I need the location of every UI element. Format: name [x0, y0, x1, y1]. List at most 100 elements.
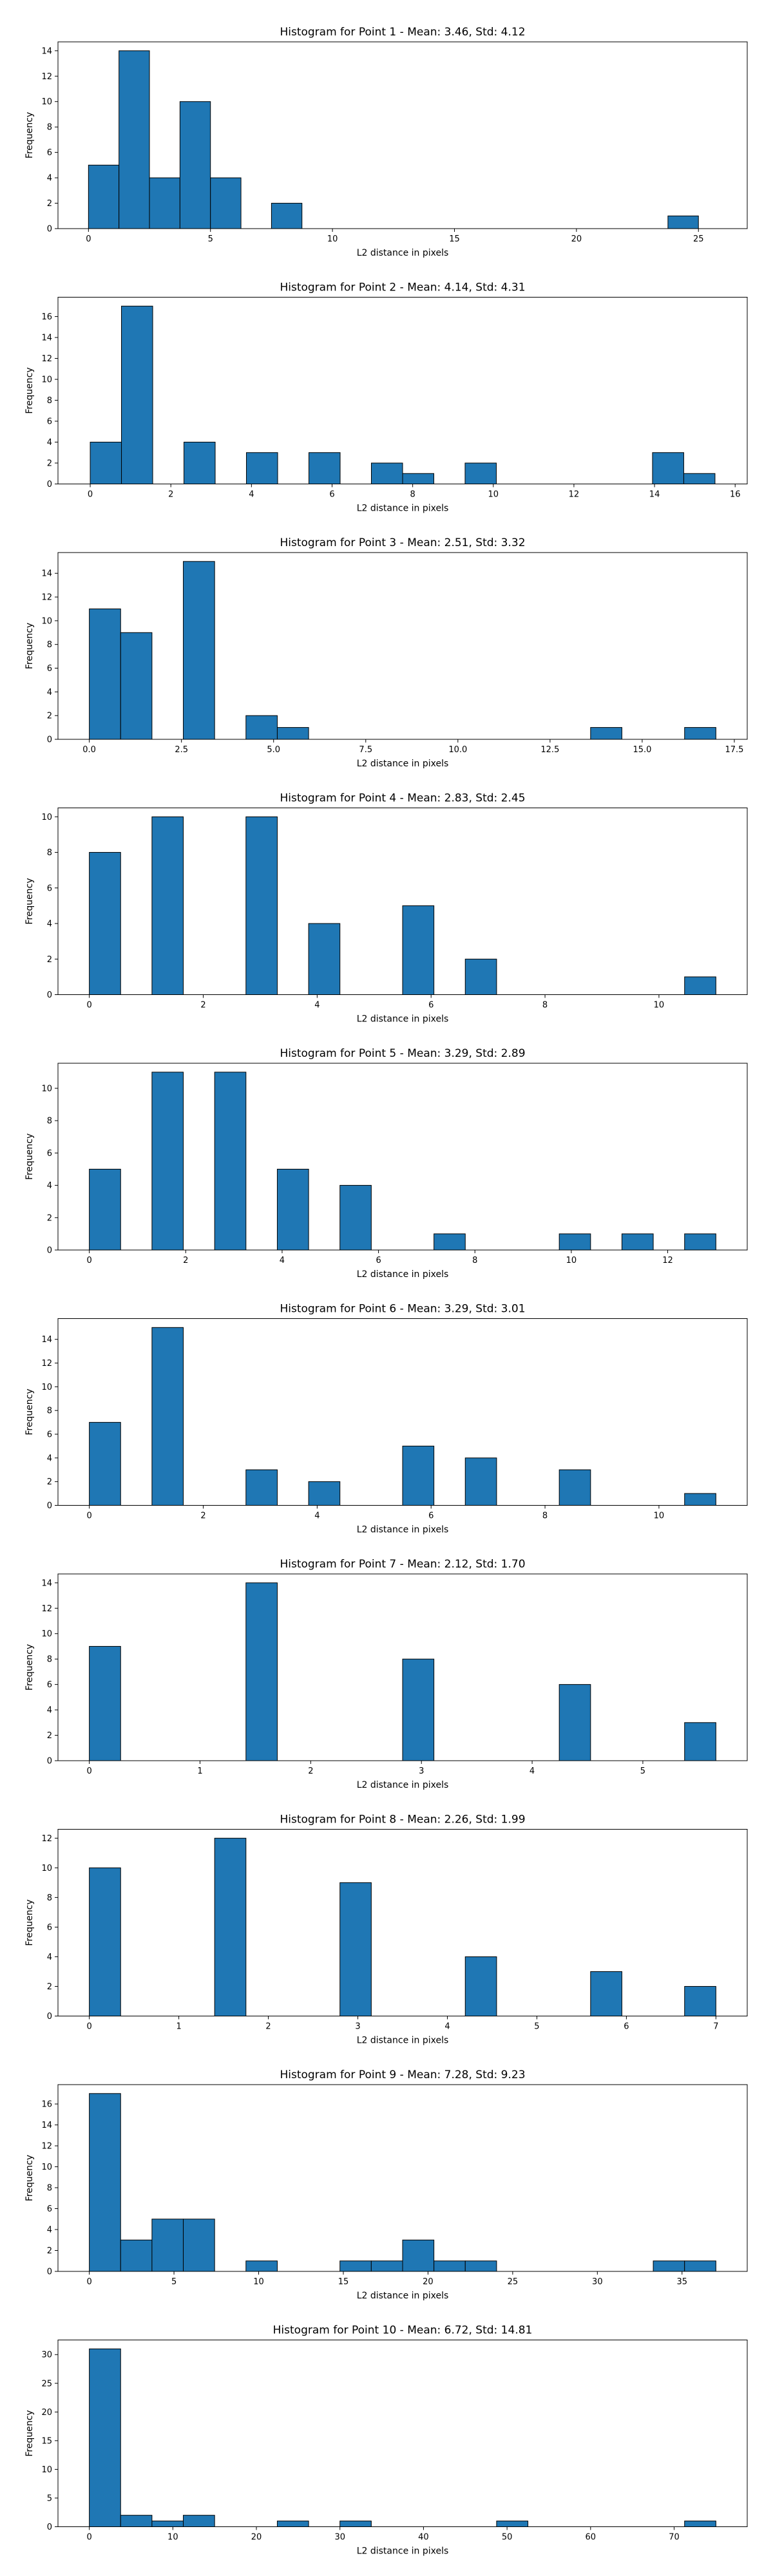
histogram-bar	[120, 632, 153, 740]
histogram-bar	[89, 1867, 121, 2017]
x-tick-label: 70	[669, 2533, 680, 2543]
histogram-bar	[89, 1645, 121, 1761]
histogram-bar	[245, 2260, 278, 2272]
plot-frame	[57, 1573, 748, 1761]
histogram-bar	[184, 442, 216, 484]
x-tick-label: 10	[253, 2277, 264, 2287]
histogram-panel-7: Histogram for Point 7 - Mean: 2.12, Std:…	[24, 1558, 748, 1790]
histogram-bar	[119, 50, 150, 229]
x-tick-label: 30	[334, 2533, 345, 2543]
x-axis-label: L2 distance in pixels	[357, 1780, 449, 1790]
histogram-bar	[183, 2219, 215, 2272]
histogram-bar	[183, 561, 215, 740]
x-tick-label: 0	[86, 1256, 91, 1265]
x-tick-label: 10	[327, 234, 338, 244]
y-tick-label: 12	[41, 593, 52, 603]
x-axis-label: L2 distance in pixels	[357, 2546, 449, 2557]
histogram-panel-1: Histogram for Point 1 - Mean: 3.46, Std:…	[24, 26, 748, 258]
y-axis-label: Frequency	[24, 878, 35, 924]
plot-frame	[57, 2340, 748, 2527]
histogram-bar	[684, 727, 716, 740]
y-tick-label: 8	[47, 1406, 52, 1416]
y-tick-label: 5	[47, 2494, 52, 2503]
x-tick-label: 10	[488, 490, 499, 500]
x-tick-label: 4	[280, 1256, 285, 1265]
histogram-bar	[276, 1168, 309, 1251]
x-tick-label: 7	[713, 2022, 718, 2032]
chart-title: Histogram for Point 8 - Mean: 2.26, Std:…	[280, 1814, 525, 1826]
y-tick-label: 12	[41, 354, 52, 364]
histogram-bar	[339, 1882, 372, 2017]
histogram-bar	[402, 1658, 435, 1761]
y-tick-label: 10	[41, 813, 52, 822]
y-tick-label: 14	[41, 1578, 52, 1588]
y-tick-label: 12	[41, 2142, 52, 2152]
y-axis-label: Frequency	[24, 2155, 35, 2201]
x-tick-label: 1	[176, 2022, 181, 2032]
x-axis-label: L2 distance in pixels	[357, 1525, 449, 1535]
y-tick-label: 6	[47, 884, 52, 893]
y-tick-label: 10	[41, 1629, 52, 1639]
histogram-bar	[151, 1072, 184, 1251]
y-tick-label: 6	[47, 417, 52, 427]
y-tick-label: 8	[47, 1655, 52, 1665]
y-tick-label: 20	[41, 2408, 52, 2418]
chart-title: Histogram for Point 10 - Mean: 6.72, Std…	[273, 2324, 533, 2337]
x-tick-label: 0	[86, 2533, 91, 2543]
plot-frame	[57, 808, 748, 995]
histogram-bar	[558, 1233, 591, 1251]
histogram-bar	[214, 1072, 247, 1251]
histogram-bar	[402, 473, 434, 484]
x-tick-label: 6	[376, 1256, 381, 1265]
y-tick-label: 10	[41, 97, 52, 107]
x-axis-label: L2 distance in pixels	[357, 248, 449, 258]
y-tick-label: 4	[47, 1953, 52, 1962]
chart-title: Histogram for Point 5 - Mean: 3.29, Std:…	[280, 1047, 525, 1060]
x-tick-label: 0	[86, 2277, 91, 2287]
y-tick-label: 6	[47, 664, 52, 674]
plot-frame	[57, 1318, 748, 1506]
x-tick-label: 12	[569, 490, 580, 500]
y-tick-label: 2	[47, 1477, 52, 1487]
y-tick-label: 4	[47, 174, 52, 184]
y-tick-label: 0	[47, 1757, 52, 1766]
y-tick-label: 6	[47, 148, 52, 158]
y-tick-label: 0	[47, 2523, 52, 2532]
y-tick-label: 2	[47, 199, 52, 209]
histogram-bar	[684, 1985, 716, 2017]
x-tick-label: 14	[649, 490, 660, 500]
histogram-bar	[621, 1233, 654, 1251]
y-tick-label: 12	[41, 1359, 52, 1368]
histogram-bar	[339, 1185, 372, 1251]
plot-frame	[57, 2084, 748, 2272]
y-axis-label: Frequency	[24, 1644, 35, 1690]
y-tick-label: 8	[47, 1117, 52, 1126]
x-axis-label: L2 distance in pixels	[357, 2291, 449, 2301]
histogram-bar	[245, 816, 278, 996]
x-tick-label: 0	[88, 490, 93, 500]
chart-title: Histogram for Point 9 - Mean: 7.28, Std:…	[280, 2069, 525, 2081]
histogram-bar	[402, 1445, 435, 1506]
histogram-bar	[151, 2219, 184, 2272]
histogram-panel-8: Histogram for Point 8 - Mean: 2.26, Std:…	[24, 1814, 748, 2046]
y-tick-label: 2	[47, 712, 52, 721]
histogram-bar	[370, 2260, 403, 2272]
histogram-panel-4: Histogram for Point 4 - Mean: 2.83, Std:…	[24, 792, 748, 1025]
y-tick-label: 30	[41, 2351, 52, 2360]
x-tick-label: 5	[171, 2277, 177, 2287]
x-tick-label: 0	[86, 2022, 91, 2032]
y-tick-label: 6	[47, 1430, 52, 1440]
histogram-bar	[464, 1457, 497, 1506]
plot-frame	[57, 552, 748, 740]
x-tick-label: 0	[86, 1766, 91, 1776]
y-tick-label: 8	[47, 396, 52, 406]
histogram-bar	[684, 2521, 716, 2527]
x-tick-label: 5	[640, 1766, 645, 1776]
histogram-bar	[308, 1481, 341, 1506]
x-tick-label: 4	[444, 2022, 450, 2032]
histogram-bar	[121, 305, 153, 484]
histogram-bar	[371, 462, 403, 485]
y-tick-label: 25	[41, 2379, 52, 2389]
histogram-bar	[464, 958, 497, 996]
x-tick-label: 16	[730, 490, 741, 500]
